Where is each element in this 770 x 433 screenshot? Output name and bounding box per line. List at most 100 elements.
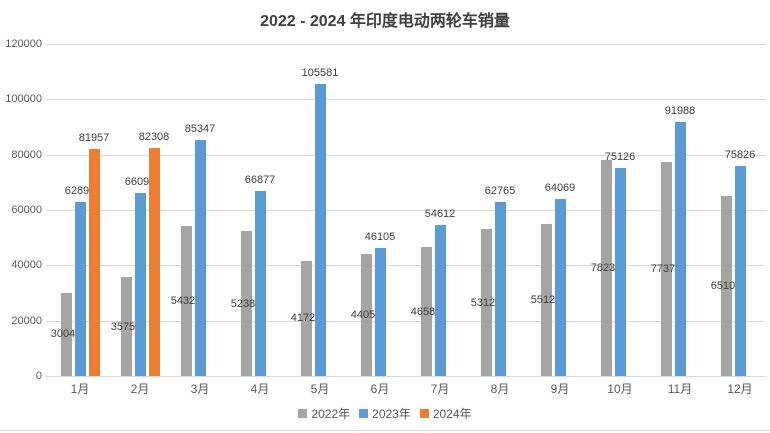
- y-axis-tick-label: 60000: [11, 204, 42, 216]
- bar-2022年-8月: [480, 229, 492, 376]
- x-axis-label: 1月: [70, 382, 90, 396]
- bar-2022年-6月: [360, 254, 372, 376]
- bar-2023年-8月: [494, 202, 506, 376]
- gridline: [46, 376, 766, 377]
- value-label: 35759: [110, 320, 142, 333]
- legend-label: 2024年: [432, 407, 472, 421]
- bar-group-5月: 41727 105581: [290, 44, 350, 376]
- value-label: 82308: [138, 131, 170, 144]
- bar-slot: 75826: [725, 44, 755, 376]
- bar-2023年-12月: [734, 166, 746, 376]
- y-axis: 0 20000 40000 60000 80000 100000 120000: [0, 38, 42, 382]
- legend-item-2022年[interactable]: 2022年: [298, 405, 350, 422]
- value-label: 66877: [244, 173, 276, 186]
- x-axis-label: 11月: [667, 382, 693, 396]
- x-axis-label: 3月: [190, 382, 210, 396]
- bar-2024年-1月: [88, 149, 100, 376]
- y-axis-tick-label: 120000: [5, 38, 42, 50]
- y-axis-tick-label: 80000: [11, 148, 42, 161]
- bar-slot: 65106: [711, 44, 741, 376]
- bar-2023年-3月: [194, 139, 206, 376]
- legend-swatch: [359, 409, 369, 418]
- bar-slot: [209, 44, 220, 376]
- y-axis-tick-label: 100000: [5, 93, 42, 106]
- bar-slot: 35759: [111, 44, 141, 376]
- value-label: 75126: [604, 151, 636, 164]
- gridline: [46, 154, 766, 156]
- bar-slot: [269, 44, 280, 376]
- value-label: 52389: [230, 297, 262, 310]
- bar-slot: 78236: [591, 44, 621, 376]
- bar-group-7月: 46584 54612: [410, 44, 470, 376]
- bar-slot: 81957: [79, 44, 109, 376]
- gridline: [46, 44, 766, 45]
- value-label: 78236: [590, 261, 622, 274]
- bar-slot: 41727: [291, 44, 321, 376]
- bar-2023年-2月: [134, 193, 146, 376]
- bar-2023年-6月: [374, 248, 386, 376]
- legend-item-2024年[interactable]: 2024年: [419, 405, 472, 422]
- value-label: 44054: [350, 309, 382, 322]
- bar-slot: [329, 44, 340, 376]
- gridline: [46, 210, 766, 211]
- bar-2023年-1月: [74, 202, 86, 376]
- bar-2022年-5月: [300, 260, 312, 376]
- bar-slot: 82308: [139, 44, 169, 376]
- bar-slot: 77376: [651, 44, 681, 376]
- x-axis-label: 9月: [550, 382, 570, 396]
- bar-group-10月: 78236 75126: [590, 44, 650, 376]
- value-label: 62765: [484, 185, 516, 198]
- bar-2022年-11月: [660, 161, 672, 376]
- gridline: [46, 320, 766, 322]
- bar-slot: 66877: [245, 44, 275, 376]
- bar-2022年-4月: [240, 231, 252, 376]
- value-label: 46584: [410, 305, 442, 318]
- bar-group-4月: 52389 66877: [230, 44, 290, 376]
- value-label: 85347: [184, 122, 216, 135]
- value-label: 41727: [290, 312, 322, 325]
- bar-slot: 54320: [171, 44, 201, 376]
- bar-2023年-11月: [674, 121, 686, 376]
- value-label: 46105: [364, 231, 396, 244]
- bar-slot: 75126: [605, 44, 635, 376]
- bar-group-3月: 54320 85347: [170, 44, 230, 376]
- legend-label: 2023年: [372, 407, 411, 421]
- bar-2023年-7月: [434, 224, 446, 376]
- value-label: 75826: [724, 149, 756, 162]
- bar-2022年-12月: [720, 195, 732, 376]
- bar-slot: [689, 44, 700, 376]
- value-label: 81957: [78, 132, 110, 145]
- value-label: 54320: [170, 294, 202, 307]
- x-axis-label: 7月: [430, 382, 450, 396]
- bar-group-2月: 35759 66092 82308: [110, 44, 170, 376]
- bar-slot: 52389: [231, 44, 261, 376]
- x-axis-label: 12月: [727, 382, 753, 396]
- plot-area: 30041 62891 81957 35759 66092 82308 54320 85347…: [46, 44, 766, 377]
- value-label: 66092: [124, 176, 156, 189]
- bar-slot: 53129: [471, 44, 501, 376]
- bar-group-9月: 55124 64069: [530, 44, 590, 376]
- bar-slot: 30041: [51, 44, 81, 376]
- bar-group-8月: 53129 62765: [470, 44, 530, 376]
- gridline: [46, 99, 766, 101]
- bar-2023年-10月: [614, 168, 626, 376]
- bar-slot: 62891: [65, 44, 95, 376]
- legend-item-2023年[interactable]: 2023年: [359, 405, 411, 422]
- legend-swatch: [419, 409, 429, 418]
- value-label: 77376: [650, 262, 682, 275]
- x-axis-label: 10月: [607, 382, 633, 396]
- bar-slot: 91988: [665, 44, 695, 376]
- value-label: 55124: [530, 293, 562, 306]
- bar-2022年-2月: [120, 277, 132, 376]
- bar-2022年-1月: [60, 292, 72, 376]
- bar-slot: [749, 44, 760, 376]
- legend-swatch: [298, 409, 308, 418]
- bar-group-12月: 65106 75826: [710, 44, 770, 376]
- bar-slot: 66092: [125, 44, 155, 376]
- bar-slot: 46584: [411, 44, 441, 376]
- bar-2022年-7月: [420, 247, 432, 376]
- bar-2022年-10月: [600, 159, 612, 376]
- bar-2022年-3月: [180, 225, 192, 376]
- x-axis-label: 5月: [310, 382, 330, 396]
